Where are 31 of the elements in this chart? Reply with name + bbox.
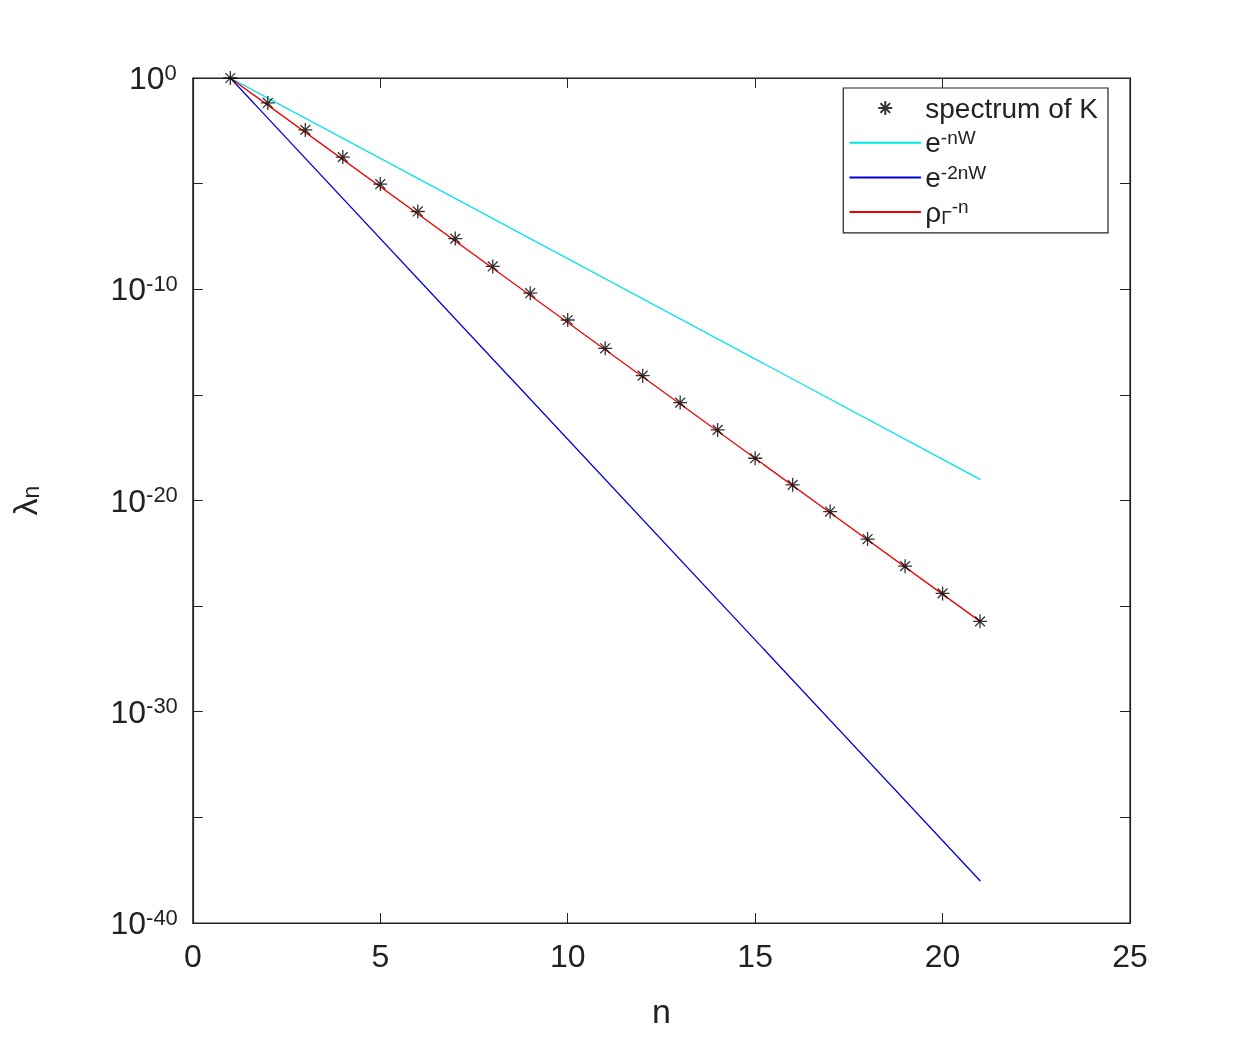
x-tick-label: 10 bbox=[549, 937, 586, 974]
x-tick-label: 20 bbox=[924, 937, 961, 974]
point bbox=[447, 230, 463, 247]
legend-label: spectrum of K bbox=[925, 92, 1099, 124]
x-tick-label: 15 bbox=[737, 937, 773, 974]
point bbox=[522, 285, 538, 301]
point bbox=[410, 203, 426, 220]
y-axis-title: λn bbox=[6, 485, 45, 516]
point bbox=[597, 340, 613, 356]
point bbox=[972, 613, 988, 630]
point bbox=[897, 558, 913, 574]
point bbox=[710, 422, 726, 438]
point bbox=[260, 95, 276, 111]
point bbox=[335, 149, 351, 165]
point bbox=[672, 394, 688, 411]
point bbox=[222, 70, 238, 86]
x-tick-label: 25 bbox=[1112, 937, 1148, 974]
legend-label: ρΓ-n bbox=[925, 196, 969, 228]
point bbox=[372, 176, 388, 192]
point bbox=[635, 368, 651, 384]
x-tick-label: 0 bbox=[183, 937, 202, 974]
point bbox=[822, 503, 838, 520]
point bbox=[297, 122, 313, 138]
point bbox=[560, 312, 576, 328]
point bbox=[747, 450, 763, 466]
point bbox=[934, 585, 951, 602]
x-tick-label: 5 bbox=[371, 937, 390, 974]
point bbox=[859, 531, 876, 547]
point bbox=[784, 477, 801, 493]
point bbox=[485, 258, 501, 275]
x-axis-title: n bbox=[651, 991, 671, 1030]
